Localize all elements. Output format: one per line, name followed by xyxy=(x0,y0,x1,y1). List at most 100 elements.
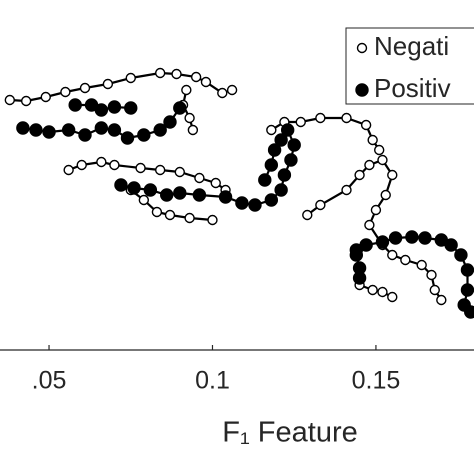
marker xyxy=(20,95,32,107)
marker xyxy=(341,184,352,196)
legend-label: Positiv xyxy=(374,73,451,103)
x-tick-label: .05 xyxy=(32,367,67,395)
marker xyxy=(184,112,195,124)
marker xyxy=(192,188,207,202)
marker xyxy=(248,198,262,212)
marker xyxy=(164,209,176,221)
marker xyxy=(352,271,367,285)
marker xyxy=(184,212,195,224)
marker xyxy=(341,112,352,124)
marker xyxy=(367,134,378,146)
marker xyxy=(60,86,71,98)
marker xyxy=(160,188,174,202)
x-tick-label: 0.15 xyxy=(352,367,401,395)
marker xyxy=(377,154,388,166)
marker xyxy=(181,84,192,96)
marker xyxy=(284,153,298,167)
marker xyxy=(107,100,122,114)
marker xyxy=(274,133,288,147)
marker xyxy=(42,125,56,139)
marker xyxy=(107,123,122,137)
marker xyxy=(210,177,221,189)
marker xyxy=(274,183,288,197)
marker xyxy=(94,103,109,117)
marker xyxy=(302,209,313,221)
marker xyxy=(267,143,282,157)
marker xyxy=(124,101,138,115)
x-tick-label: 0.1 xyxy=(195,367,230,395)
marker xyxy=(138,194,150,206)
marker xyxy=(370,204,382,216)
marker xyxy=(4,94,16,106)
marker xyxy=(102,78,114,90)
marker xyxy=(40,91,51,103)
marker xyxy=(454,248,468,262)
marker xyxy=(174,166,185,178)
marker xyxy=(295,116,306,128)
marker xyxy=(258,173,272,187)
marker xyxy=(315,112,326,124)
marker xyxy=(226,84,238,96)
marker xyxy=(200,76,212,88)
marker xyxy=(444,238,458,252)
marker xyxy=(76,159,87,171)
marker xyxy=(377,286,388,298)
marker xyxy=(125,72,136,84)
legend-label: Negati xyxy=(374,31,449,61)
marker xyxy=(151,206,163,218)
marker xyxy=(266,124,277,136)
marker xyxy=(137,128,151,142)
marker xyxy=(375,235,390,249)
marker xyxy=(367,284,378,296)
marker xyxy=(94,121,109,135)
marker xyxy=(359,238,373,252)
marker xyxy=(194,172,205,184)
marker xyxy=(218,190,233,204)
marker xyxy=(61,123,76,137)
marker xyxy=(235,196,249,210)
marker xyxy=(29,123,43,137)
marker xyxy=(364,219,375,231)
marker xyxy=(114,178,128,192)
marker xyxy=(187,124,199,136)
marker xyxy=(405,230,419,244)
marker xyxy=(120,131,135,145)
marker xyxy=(464,305,474,319)
marker xyxy=(388,231,403,245)
legend: Negati Positiv xyxy=(345,27,474,105)
marker xyxy=(135,162,146,174)
marker xyxy=(360,119,372,131)
marker xyxy=(154,67,166,79)
marker xyxy=(426,269,437,281)
marker xyxy=(16,121,30,135)
marker xyxy=(349,248,364,262)
marker xyxy=(173,101,187,115)
marker xyxy=(387,291,398,303)
marker xyxy=(127,181,141,195)
marker xyxy=(171,68,182,80)
marker xyxy=(418,231,432,245)
marker xyxy=(79,82,91,94)
marker xyxy=(109,159,120,171)
marker xyxy=(207,214,218,226)
marker xyxy=(163,115,177,129)
marker xyxy=(416,259,427,271)
marker xyxy=(277,168,292,182)
marker xyxy=(400,254,411,266)
marker xyxy=(436,294,447,306)
marker xyxy=(264,158,279,172)
marker xyxy=(460,263,474,277)
marker xyxy=(264,193,279,207)
marker xyxy=(429,284,440,296)
marker xyxy=(354,169,365,181)
marker xyxy=(190,71,202,83)
marker xyxy=(96,156,107,168)
marker xyxy=(68,98,82,112)
marker xyxy=(387,169,398,181)
legend-marker xyxy=(356,42,368,54)
x-axis-label: F₁ Feature xyxy=(222,417,358,449)
marker xyxy=(78,128,92,142)
marker xyxy=(154,164,166,176)
marker xyxy=(364,159,375,171)
